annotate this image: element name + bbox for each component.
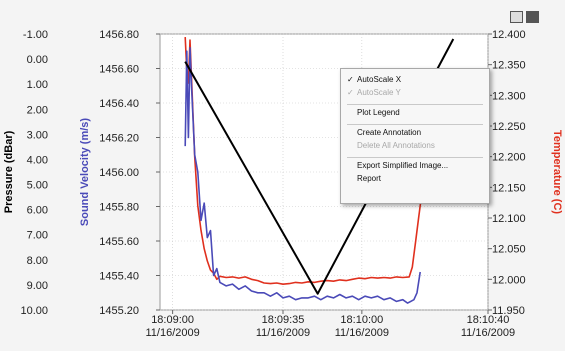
context-menu: ✓ AutoScale X ✓ AutoScale Y Plot Legend Creat…: [340, 68, 490, 204]
x-tick-date-label: 11/16/2009: [461, 327, 515, 339]
menu-item-autoscale-y: ✓ AutoScale Y: [347, 88, 401, 97]
temperature-tick-label: 12.150: [492, 182, 526, 194]
menu-item-label: Report: [357, 174, 382, 183]
temperature-axis-title: Temperature (C): [551, 130, 563, 214]
pressure-tick-label: 4.00: [27, 154, 48, 166]
pressure-tick-label: 5.00: [27, 180, 48, 192]
x-tick-time-label: 18:10:00: [340, 314, 383, 326]
temperature-tick-label: 12.400: [492, 29, 526, 41]
x-tick-time-label: 18:10:40: [467, 314, 510, 326]
menu-item-label: Delete All Annotations: [357, 141, 435, 150]
menu-item-label: AutoScale X: [357, 75, 402, 84]
pressure-tick-label: 0.00: [27, 54, 48, 66]
pressure-tick-label: 7.00: [27, 230, 48, 242]
temperature-tick-label: 12.000: [492, 274, 526, 286]
pressure-tick-label: -1.00: [23, 29, 48, 41]
checkmark-icon: ✓: [347, 88, 354, 97]
temperature-tick-label: 12.350: [492, 60, 526, 72]
menu-separator: [347, 124, 483, 125]
menu-item-export-simplified-image[interactable]: Export Simplified Image...: [357, 161, 448, 170]
x-tick-time-label: 18:09:35: [262, 314, 305, 326]
x-tick-date-label: 11/16/2009: [256, 327, 310, 339]
zoom-tool-icon[interactable]: [510, 11, 523, 23]
temperature-series-line: [184, 37, 426, 285]
x-tick-date-label: 11/16/2009: [145, 327, 199, 339]
menu-item-delete-all-annotations: Delete All Annotations: [357, 141, 435, 150]
pressure-tick-label: 10.00: [20, 305, 48, 317]
pressure-tick-label: 1.00: [27, 79, 48, 91]
pressure-tick-label: 2.00: [27, 104, 48, 116]
menu-item-plot-legend[interactable]: Plot Legend: [357, 108, 400, 117]
pressure-axis-title: Pressure (dBar): [3, 130, 15, 213]
sound-velocity-tick-label: 1455.40: [99, 271, 139, 283]
pressure-tick-label: 8.00: [27, 255, 48, 267]
sound-velocity-tick-label: 1456.00: [99, 167, 139, 179]
sound-velocity-tick-label: 1456.60: [99, 64, 139, 76]
temperature-tick-label: 12.250: [492, 121, 526, 133]
menu-item-autoscale-x[interactable]: ✓ AutoScale X: [347, 75, 402, 84]
x-tick-date-label: 11/16/2009: [335, 327, 389, 339]
menu-item-label: Export Simplified Image...: [357, 161, 449, 170]
sound-velocity-tick-label: 1456.20: [99, 133, 139, 145]
menu-item-create-annotation[interactable]: Create Annotation: [357, 128, 421, 137]
checkmark-icon: ✓: [347, 75, 354, 84]
menu-item-label: AutoScale Y: [357, 88, 401, 97]
temperature-tick-label: 12.300: [492, 90, 526, 102]
sound-velocity-tick-label: 1455.80: [99, 202, 139, 214]
pressure-tick-label: 6.00: [27, 205, 48, 217]
temperature-tick-label: 12.050: [492, 244, 526, 256]
sound-velocity-tick-label: 1455.60: [99, 236, 139, 248]
sound-velocity-series-line: [184, 47, 421, 304]
menu-item-label: Plot Legend: [357, 108, 400, 117]
pressure-tick-label: 9.00: [27, 280, 48, 292]
plot-settings-icon[interactable]: [526, 11, 539, 23]
sound-velocity-tick-label: 1455.20: [99, 305, 139, 317]
menu-item-label: Create Annotation: [357, 128, 422, 137]
menu-separator: [347, 157, 483, 158]
sound-velocity-tick-label: 1456.40: [99, 98, 139, 110]
x-tick-time-label: 18:09:00: [151, 314, 194, 326]
sound-velocity-axis-title: Sound Velocity (m/s): [79, 118, 91, 227]
temperature-tick-label: 12.200: [492, 152, 526, 164]
temperature-tick-label: 12.100: [492, 213, 526, 225]
temperature-tick-label: 11.950: [492, 305, 525, 317]
sound-velocity-tick-label: 1456.80: [99, 29, 139, 41]
menu-item-report[interactable]: Report: [357, 174, 381, 183]
menu-separator: [347, 104, 483, 105]
pressure-tick-label: 3.00: [27, 129, 48, 141]
